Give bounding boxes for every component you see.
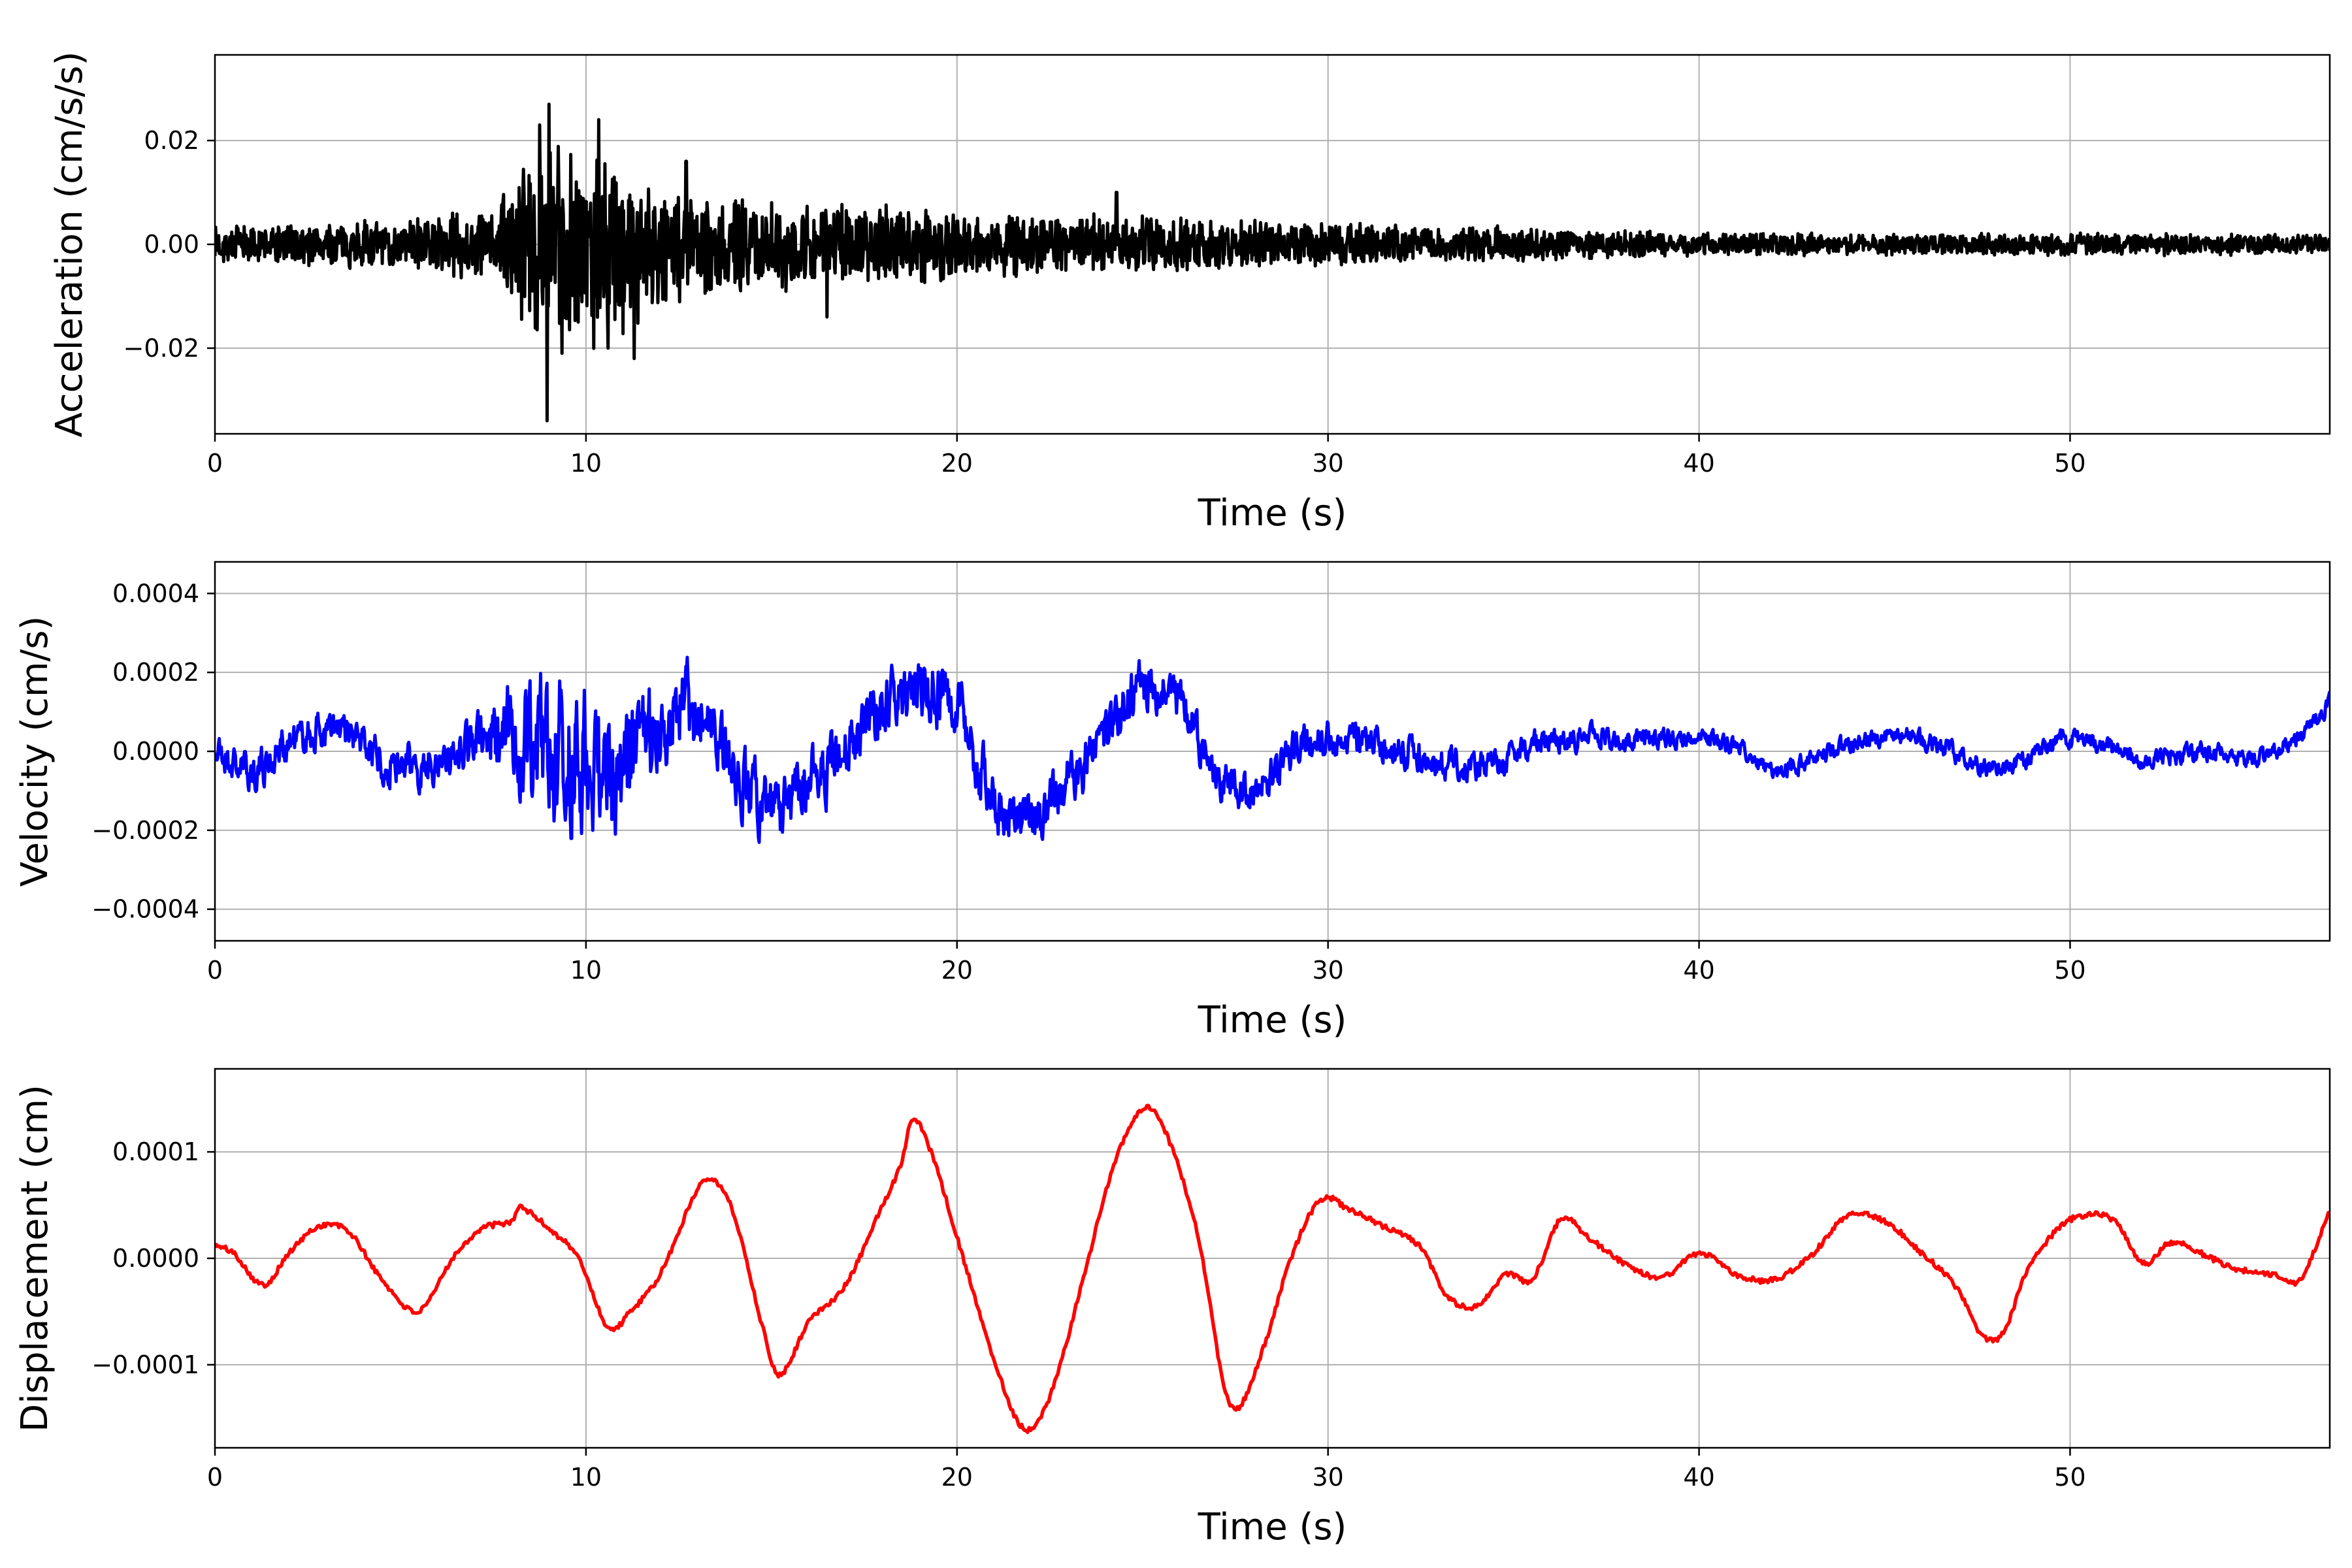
y-tick-label: 0.0000: [112, 737, 199, 766]
y-tick-label: −0.0002: [91, 816, 199, 845]
x-tick-label: 20: [941, 1463, 973, 1492]
chart-panel-2: 0 10 20 30 40 50 −0.0004 −0.0002 0.0000 0.0002 0.0…: [14, 561, 2331, 1041]
y-tick-label: 0.0004: [112, 579, 199, 608]
x-tick-label: 0: [207, 956, 223, 985]
x-tick-label: 0: [207, 449, 223, 478]
x-tick-label: 20: [941, 449, 973, 478]
chart-panel-1: 0 10 20 30 40 50 −0.02 0.00 0.02 Time (s) Accelera…: [48, 52, 2331, 534]
y-tick-label: 0.0000: [112, 1244, 199, 1273]
x-axis-label: Time (s): [1198, 999, 1347, 1041]
y-tick-label: 0.0002: [112, 658, 199, 687]
x-tick-label: 30: [1313, 1463, 1344, 1492]
x-tick-label: 40: [1683, 449, 1714, 478]
data-series-line: [215, 1103, 2330, 1434]
x-tick-label: 30: [1313, 449, 1344, 478]
data-series-line: [215, 655, 2330, 844]
y-tick-label: −0.0004: [91, 895, 199, 924]
x-tick-label: 10: [570, 449, 602, 478]
y-tick-label: 0.00: [144, 230, 199, 259]
y-tick-label: −0.02: [123, 334, 199, 363]
x-tick-label: 10: [570, 1463, 602, 1492]
x-tick-label: 0: [207, 1463, 223, 1492]
x-tick-label: 30: [1313, 956, 1344, 985]
y-axis-label: Acceleration (cm/s/s): [48, 52, 91, 438]
x-tick-label: 40: [1683, 1463, 1714, 1492]
x-tick-label: 10: [570, 956, 602, 985]
x-tick-label: 50: [2054, 956, 2085, 985]
x-tick-label: 20: [941, 956, 973, 985]
x-tick-label: 50: [2054, 1463, 2085, 1492]
x-axis-label: Time (s): [1198, 492, 1347, 534]
data-series-line: [215, 103, 2330, 423]
y-axis-label: Displacement (cm): [14, 1085, 56, 1432]
y-tick-label: 0.02: [144, 126, 199, 155]
x-tick-label: 50: [2054, 449, 2085, 478]
y-tick-label: −0.0001: [91, 1350, 199, 1379]
chart-panel-3: 0 10 20 30 40 50 −0.0001 0.0000 0.0001 Time (s) Di…: [14, 1068, 2331, 1548]
y-axis-label: Velocity (cm/s): [14, 616, 56, 887]
x-axis-label: Time (s): [1198, 1506, 1347, 1548]
x-tick-label: 40: [1683, 956, 1714, 985]
y-tick-label: 0.0001: [112, 1137, 199, 1166]
